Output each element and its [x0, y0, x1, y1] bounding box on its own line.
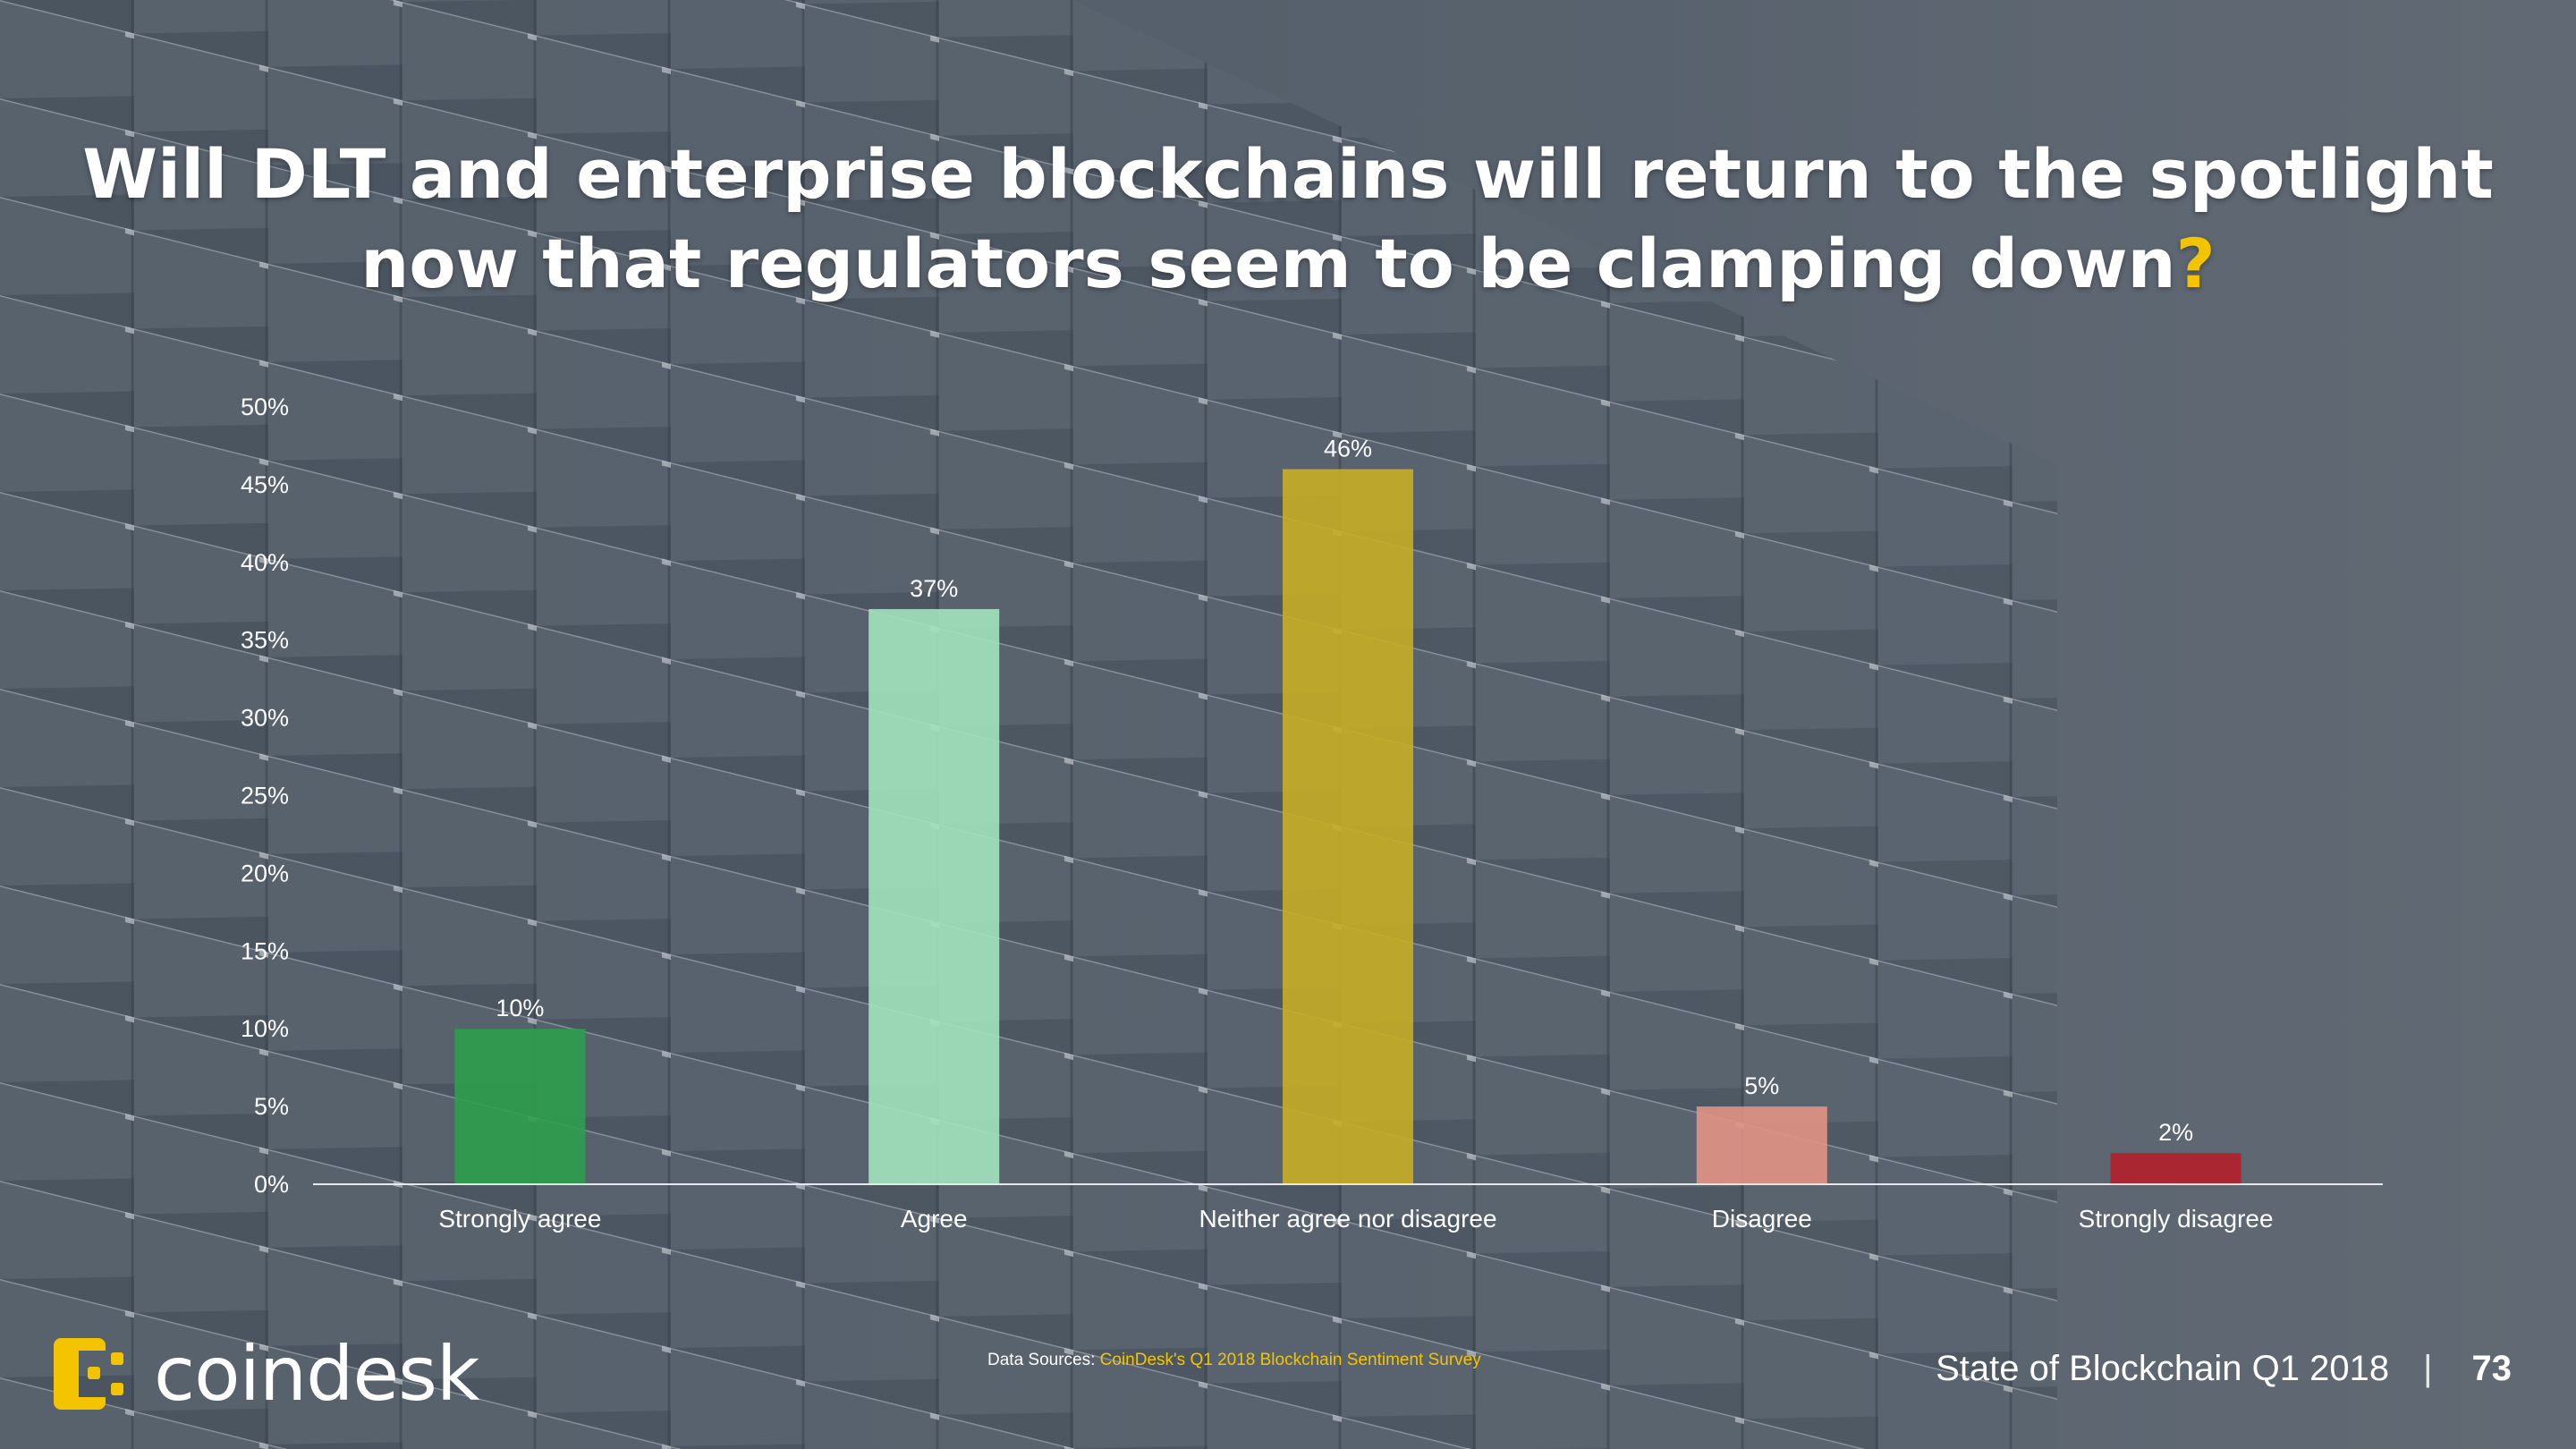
y-tick-label: 25% [241, 783, 289, 809]
chart-title: Will DLT and enterprise blockchains will… [0, 130, 2576, 309]
report-name: State of Blockchain Q1 2018 [1936, 1349, 2390, 1388]
title-line-2-text: now that regulators seem to be clamping … [360, 224, 2176, 303]
x-tick-label: Disagree [1712, 1205, 1812, 1233]
bar-strongly-agree[interactable] [454, 1029, 586, 1184]
y-tick-label: 50% [241, 394, 289, 420]
y-tick-label: 20% [241, 860, 289, 886]
x-tick-label: Strongly disagree [2079, 1205, 2274, 1233]
data-source-link[interactable]: CoinDesk's Q1 2018 Blockchain Sentiment … [1099, 1351, 1481, 1369]
x-tick-label: Agree [901, 1205, 968, 1233]
y-tick-label: 35% [241, 627, 289, 654]
y-axis: 0% 5% 10% 15% 20% 25% 30% 35% 40% 45% 50% [241, 394, 289, 1198]
y-tick-label: 10% [241, 1015, 289, 1042]
title-question-mark: ? [2175, 224, 2216, 303]
coindesk-logo[interactable]: coindesk [43, 1330, 480, 1418]
data-source-prefix: Data Sources: [987, 1351, 1100, 1369]
y-tick-label: 15% [241, 937, 289, 964]
bar-strongly-disagree[interactable] [2110, 1153, 2241, 1184]
bar-value-label: 37% [910, 575, 958, 602]
bar-agree[interactable] [869, 608, 1000, 1184]
bar-value-label: 2% [2158, 1119, 2193, 1146]
bar-value-label: 10% [496, 995, 544, 1021]
x-axis: Strongly agree Agree Neither agree nor dis… [313, 1183, 2383, 1233]
y-tick-label: 40% [241, 549, 289, 576]
x-tick-label: Neither agree nor disagree [1199, 1205, 1496, 1233]
bar-disagree[interactable] [1696, 1106, 1827, 1184]
bars: 10% 37% 46% 5% 2% [454, 436, 2241, 1184]
bar-value-label: 46% [1324, 436, 1372, 462]
coindesk-logo-icon [54, 1338, 123, 1410]
bar-neither-agree-nor-disagree[interactable] [1283, 469, 1413, 1184]
x-tick-label: Strongly agree [438, 1205, 601, 1233]
page-number: 73 [2471, 1349, 2512, 1388]
y-tick-label: 0% [254, 1171, 289, 1198]
data-source: Data Sources: CoinDesk's Q1 2018 Blockch… [987, 1351, 1481, 1370]
y-tick-label: 45% [241, 471, 289, 498]
bar-value-label: 5% [1744, 1072, 1779, 1099]
footer-separator: | [2423, 1349, 2433, 1388]
coindesk-logo-text: coindesk [154, 1330, 480, 1418]
y-tick-label: 5% [254, 1093, 289, 1120]
title-line-1: Will DLT and enterprise blockchains will… [82, 134, 2494, 214]
title-line-2: now that regulators seem to be clamping … [0, 219, 2576, 309]
y-tick-label: 30% [241, 705, 289, 732]
report-footer: State of Blockchain Q1 2018 | 73 [1936, 1349, 2512, 1389]
